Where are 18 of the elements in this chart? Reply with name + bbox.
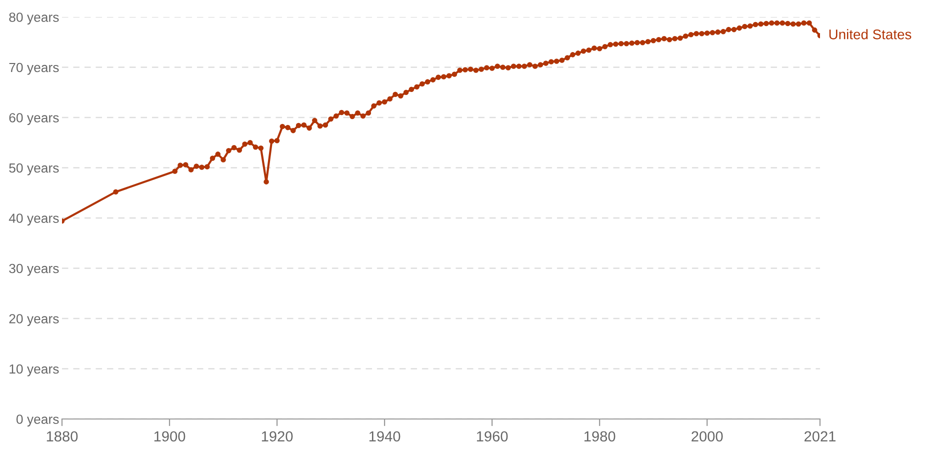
series-label: United States [829, 29, 912, 40]
x-tick-label: 1960 [476, 431, 508, 442]
y-tick-label: 40 years [8, 214, 59, 226]
y-tick-label: 60 years [9, 113, 59, 126]
x-tick-label: 1920 [262, 431, 293, 442]
y-tick-label: 20 years [9, 314, 59, 326]
x-tick-label: 1880 [46, 431, 78, 442]
y-tick-label: 50 years [9, 163, 59, 176]
y-tick-label: 70 years [9, 62, 59, 75]
x-tick-label: 2000 [692, 431, 723, 442]
y-tick-label: 30 years [9, 264, 59, 276]
x-tick-label: 1940 [369, 431, 400, 442]
y-tick-label: 80 years [9, 12, 59, 25]
x-tick-label: 1980 [584, 431, 616, 442]
x-tick-label: 1900 [154, 431, 186, 442]
y-tick-label: 0 years [16, 414, 59, 427]
y-tick-label: 10 years [10, 364, 59, 376]
x-tick-label: 2021 [804, 431, 836, 442]
